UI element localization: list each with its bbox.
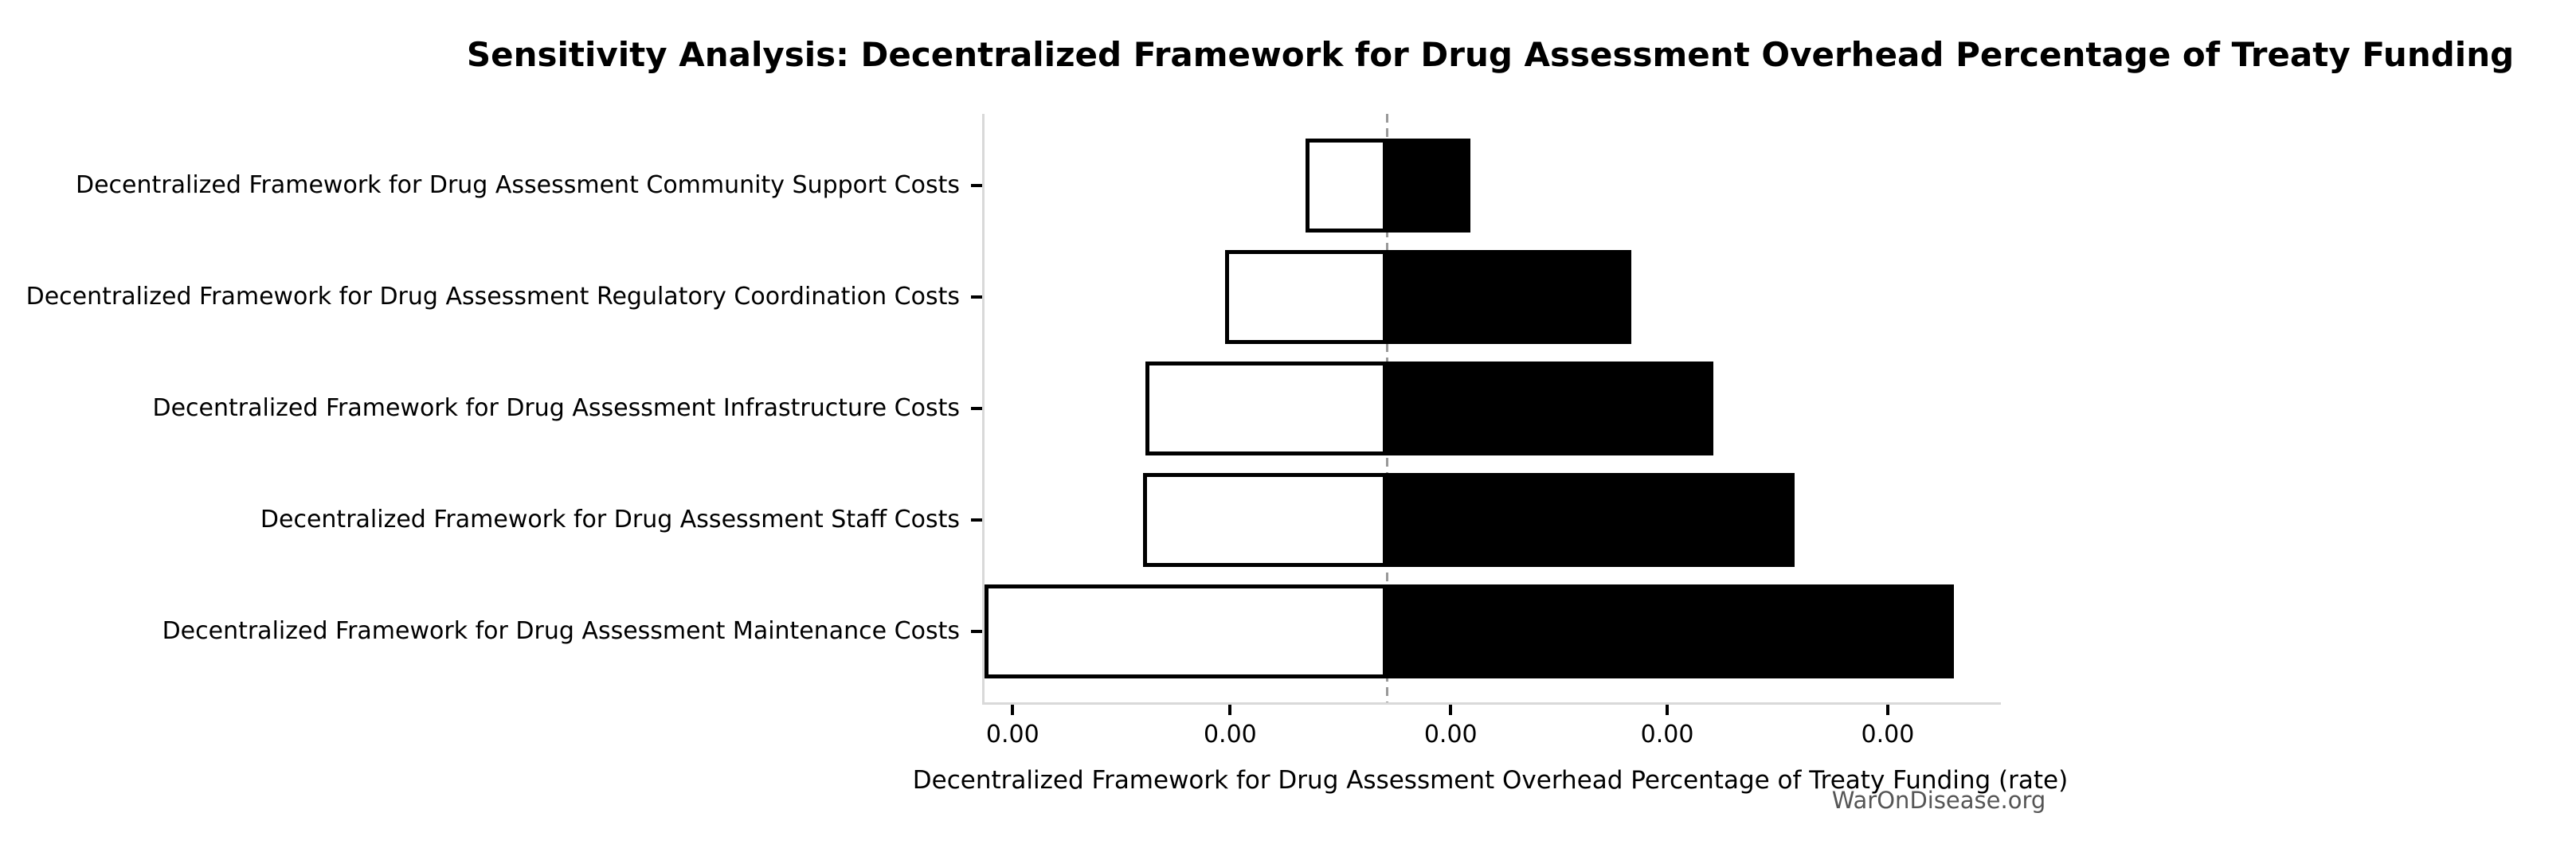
x-axis-tick-mark: [1449, 705, 1453, 715]
y-axis-tick-mark: [971, 295, 982, 299]
chart-title: Sensitivity Analysis: Decentralized Fram…: [466, 35, 2515, 74]
x-axis-label: Decentralized Framework for Drug Assessm…: [912, 766, 2069, 795]
y-axis-tick-mark: [971, 518, 982, 522]
x-axis-tick-mark: [1666, 705, 1670, 715]
y-tick-label: Decentralized Framework for Drug Assessm…: [152, 394, 960, 423]
bar-high-segment: [1387, 362, 1713, 456]
y-tick-label: Decentralized Framework for Drug Assessm…: [76, 171, 960, 199]
y-axis-category-labels: Decentralized Framework for Drug Assessm…: [0, 114, 960, 702]
bar-low-segment: [1145, 362, 1388, 456]
x-tick-label: 0.00: [1203, 721, 1257, 749]
x-axis-tick-mark: [1885, 705, 1889, 715]
x-axis-tick-mark: [1228, 705, 1232, 715]
bar-low-segment: [985, 584, 1388, 679]
y-axis-tick-mark: [971, 184, 982, 187]
x-tick-label: 0.00: [1640, 721, 1694, 749]
bar-high-segment: [1387, 584, 1955, 679]
x-axis-tick-mark: [1011, 705, 1015, 715]
bar-high-segment: [1387, 139, 1470, 233]
y-tick-label: Decentralized Framework for Drug Assessm…: [162, 617, 960, 646]
bar-low-segment: [1225, 250, 1388, 345]
x-tick-label: 0.00: [1861, 721, 1915, 749]
x-axis: 0.00 0.00 0.00 0.00 0.00: [982, 705, 1999, 768]
x-tick-label: 0.00: [985, 721, 1039, 749]
bar-low-segment: [1143, 473, 1388, 568]
bar-high-segment: [1387, 473, 1795, 568]
y-axis-tick-mark: [971, 407, 982, 411]
y-axis-tick-mark: [971, 630, 982, 634]
watermark-text: WarOnDisease.org: [1831, 787, 2046, 814]
plot-area: [971, 114, 2001, 705]
bar-high-segment: [1387, 250, 1631, 345]
y-tick-label: Decentralized Framework for Drug Assessm…: [260, 506, 960, 534]
x-tick-label: 0.00: [1423, 721, 1478, 749]
bar-low-segment: [1306, 139, 1388, 233]
y-tick-label: Decentralized Framework for Drug Assessm…: [25, 283, 960, 311]
